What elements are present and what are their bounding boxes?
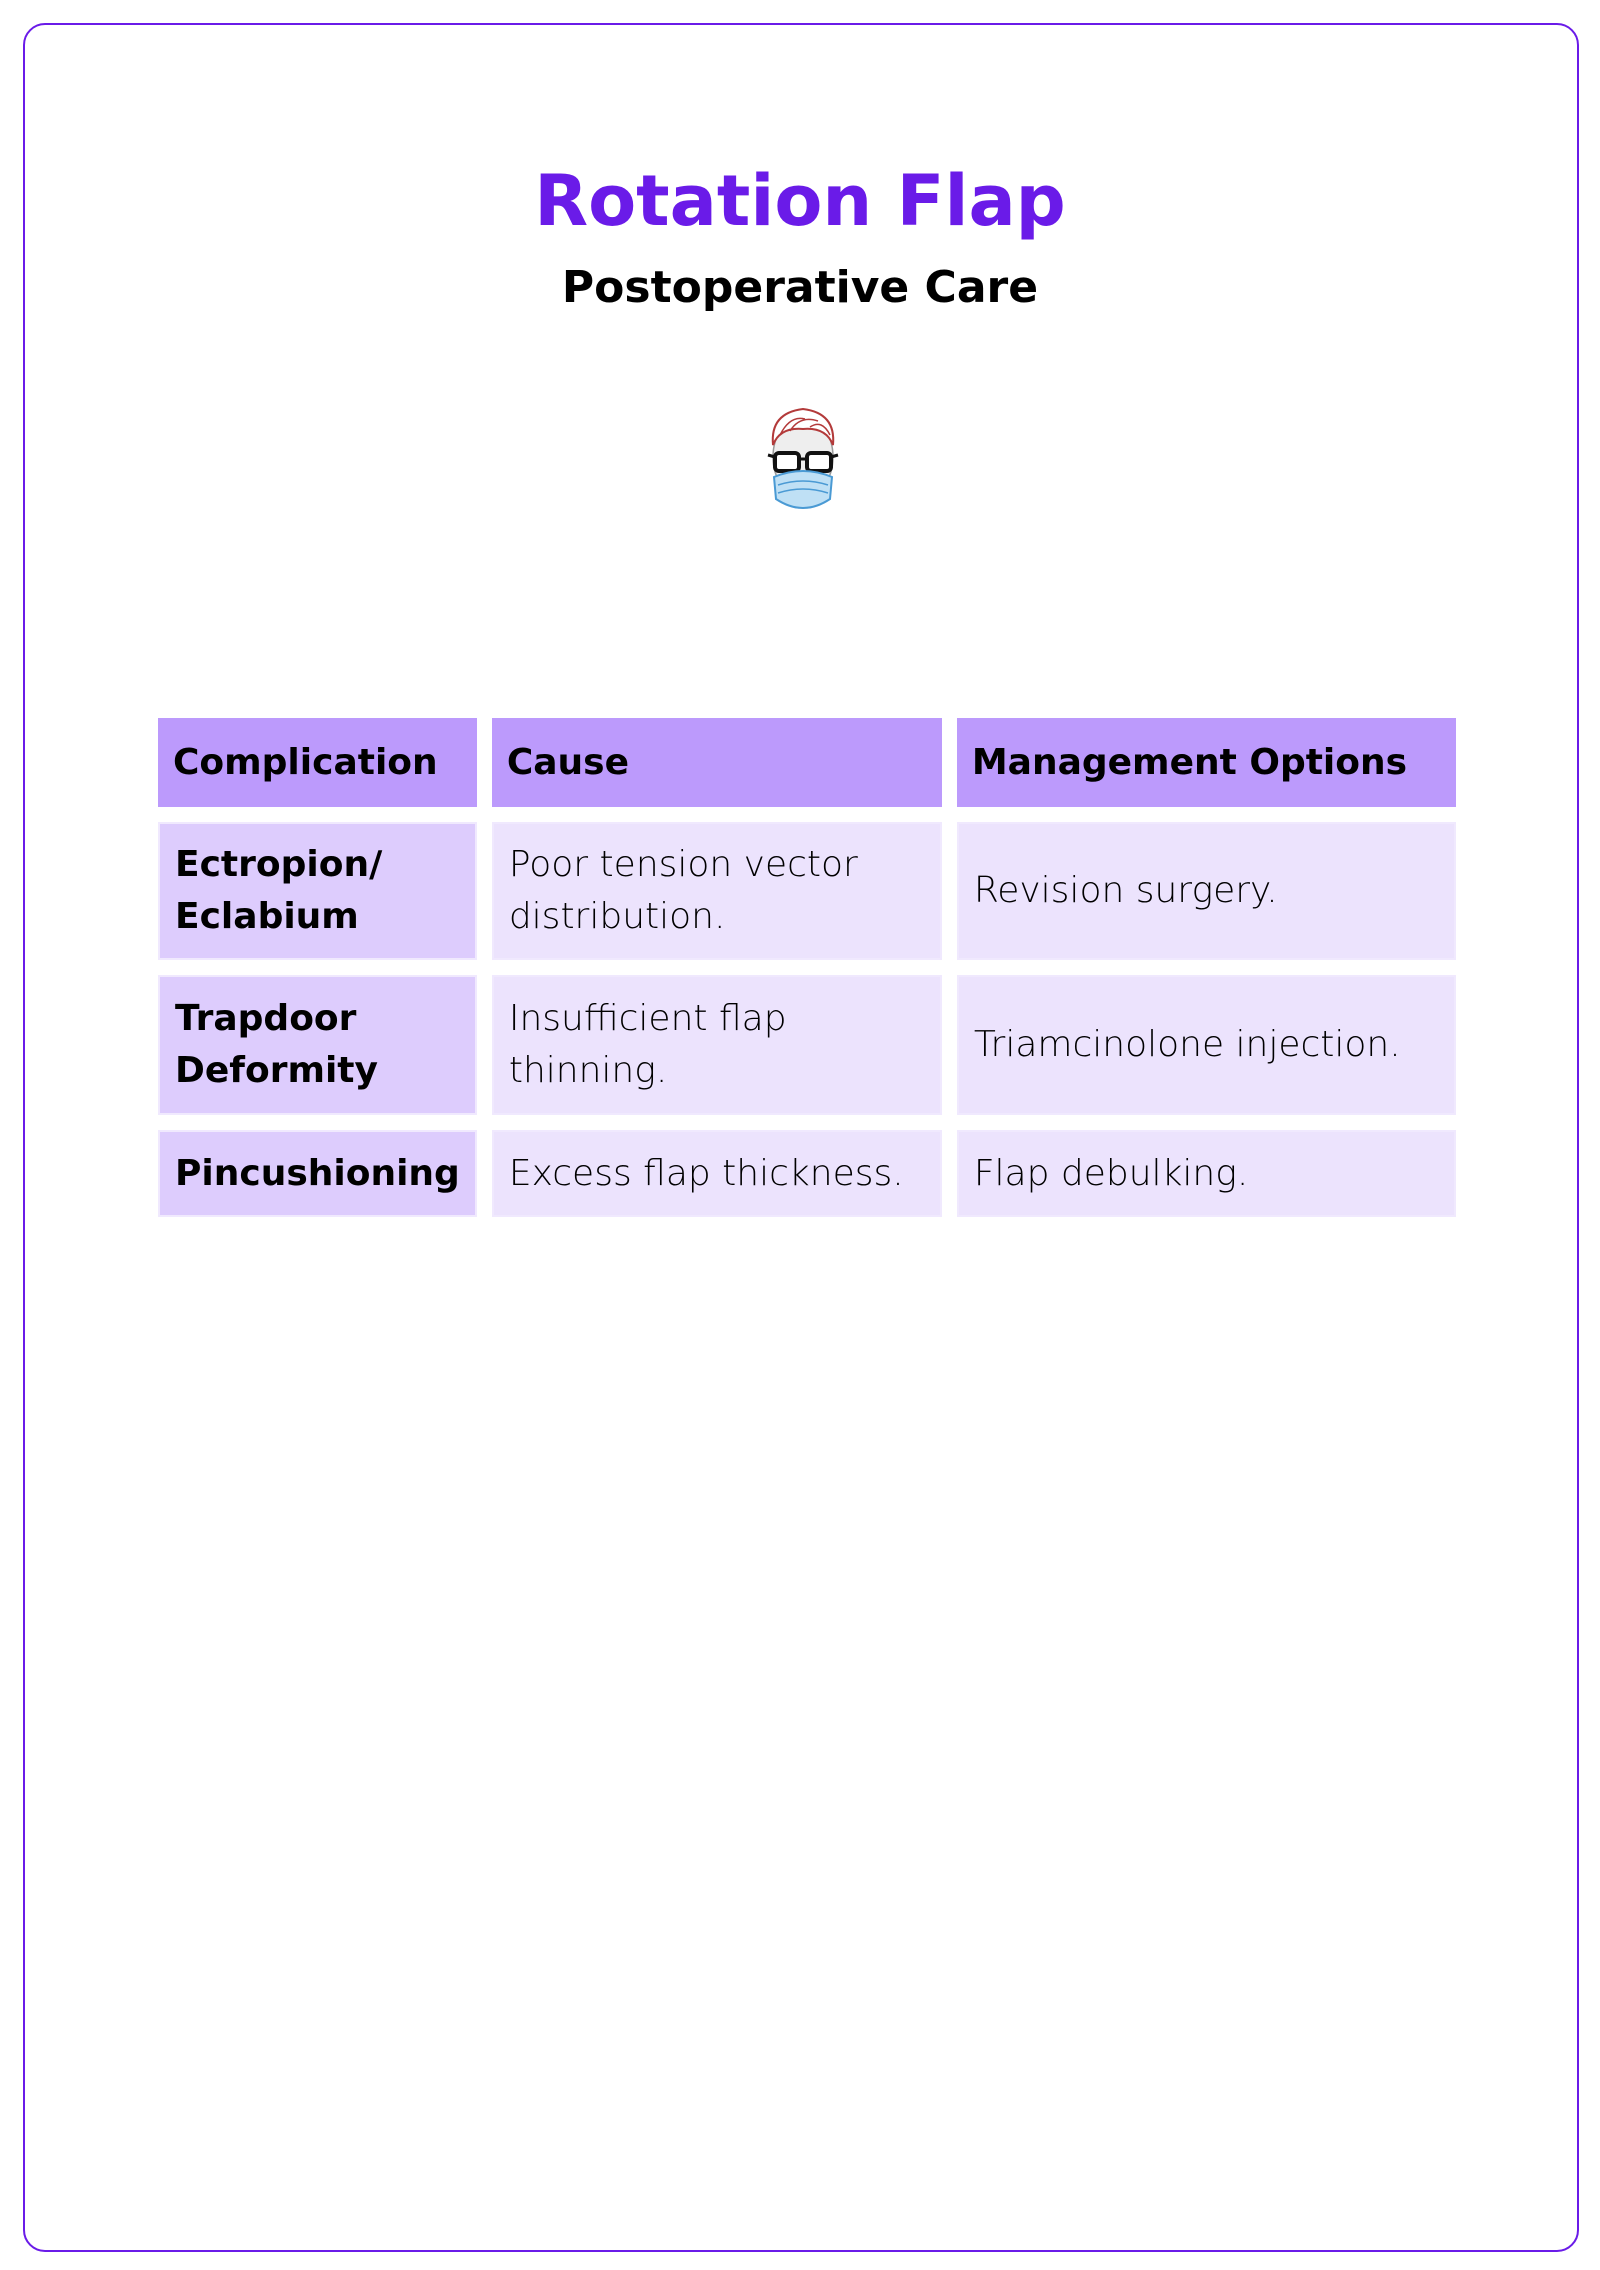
cell-complication: Trapdoor Deformity — [158, 975, 477, 1115]
cell-complication: Pincushioning — [158, 1130, 477, 1217]
cell-management: Revision surgery. — [956, 822, 1456, 960]
cell-cause: Insufficient flap thinning. — [491, 975, 942, 1115]
page-subtitle: Postoperative Care — [561, 262, 1039, 313]
table-header-row: Complication Cause Management Options — [158, 718, 1456, 807]
complications-table: Complication Cause Management Options Ec… — [143, 703, 1471, 1232]
cell-management: Triamcinolone injection. — [956, 975, 1456, 1115]
header-management: Management Options — [956, 718, 1456, 807]
masked-doctor-avatar-icon — [767, 407, 839, 509]
page-frame — [23, 23, 1579, 2252]
cell-complication: Ectropion/ Eclabium — [158, 822, 477, 960]
table-row: Ectropion/ Eclabium Poor tension vector … — [158, 822, 1456, 960]
cell-cause: Excess flap thickness. — [491, 1130, 942, 1217]
table-row: Pincushioning Excess flap thickness. Fla… — [158, 1130, 1456, 1217]
header-complication: Complication — [158, 718, 477, 807]
cell-management: Flap debulking. — [956, 1130, 1456, 1217]
cell-cause: Poor tension vector distribution. — [491, 822, 942, 960]
table-row: Trapdoor Deformity Insufficient flap thi… — [158, 975, 1456, 1115]
page-title: Rotation Flap — [534, 160, 1066, 242]
header-cause: Cause — [491, 718, 942, 807]
